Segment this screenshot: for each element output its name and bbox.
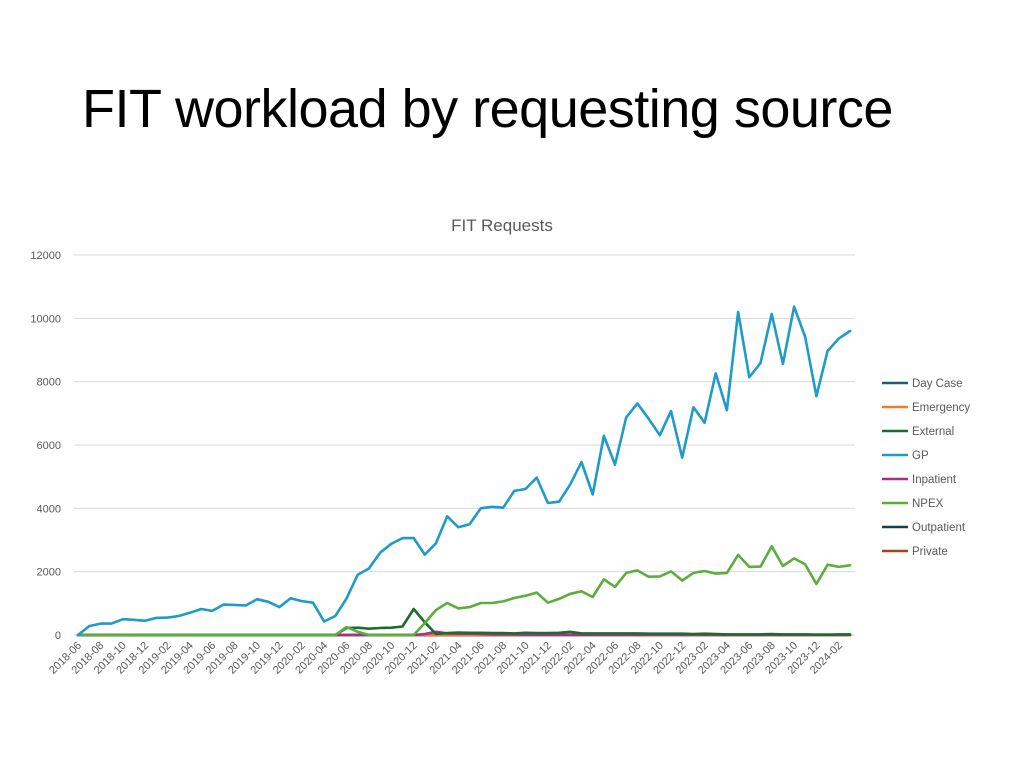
chart-title: FIT Requests bbox=[451, 216, 553, 235]
slide-title: FIT workload by requesting source bbox=[82, 79, 893, 139]
y-tick-label: 0 bbox=[55, 630, 61, 642]
y-tick-label: 10000 bbox=[30, 313, 61, 325]
y-axis-ticks: 0 2000 4000 6000 8000 10000 12000 bbox=[30, 250, 61, 642]
legend-label-gp: GP bbox=[912, 450, 929, 462]
x-axis-ticks: 2018-062018-082018-102018-122019-022019-… bbox=[47, 640, 845, 677]
legend-label-external: External bbox=[912, 426, 954, 438]
series-line-gp bbox=[76, 305, 852, 637]
legend-label-inpatient: Inpatient bbox=[912, 474, 957, 486]
legend-label-private: Private bbox=[912, 546, 948, 558]
y-tick-label: 4000 bbox=[37, 503, 61, 515]
y-tick-label: 2000 bbox=[37, 567, 61, 579]
series-lines bbox=[76, 305, 852, 637]
legend-label-outpatient: Outpatient bbox=[912, 522, 966, 534]
y-tick-label: 12000 bbox=[30, 250, 61, 262]
series-line-npex bbox=[76, 544, 852, 637]
series-line-external bbox=[76, 607, 852, 637]
legend: Day Case Emergency External GP Inpatient NPEX… bbox=[882, 378, 970, 558]
y-tick-label: 8000 bbox=[37, 377, 61, 389]
legend-label-npex: NPEX bbox=[912, 498, 944, 510]
legend-label-emergency: Emergency bbox=[912, 402, 970, 414]
y-tick-label: 6000 bbox=[37, 440, 61, 452]
legend-label-day-case: Day Case bbox=[912, 378, 963, 390]
